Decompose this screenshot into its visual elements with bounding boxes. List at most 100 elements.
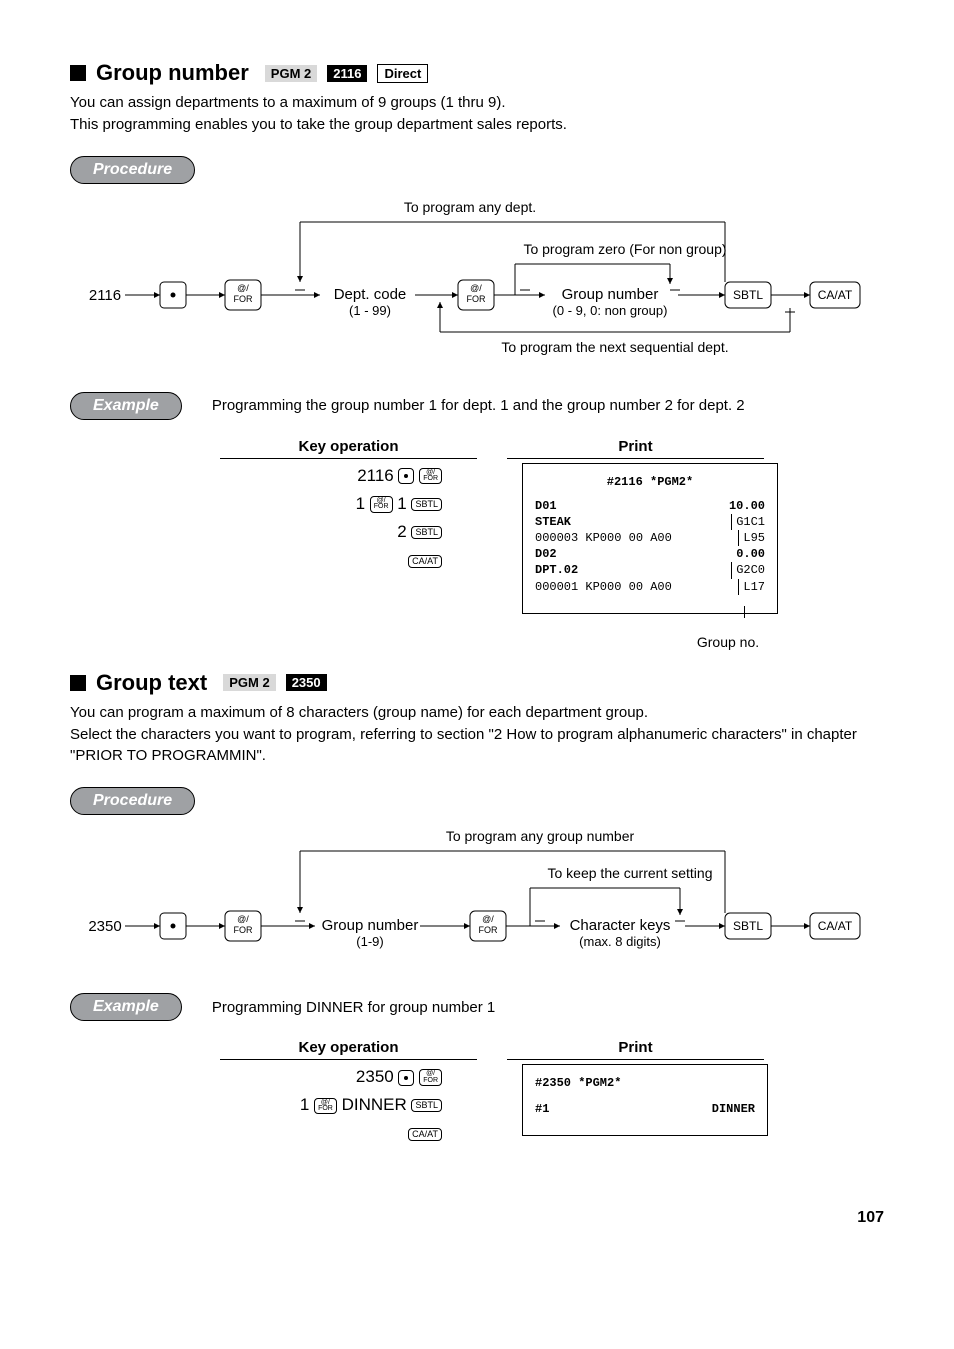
example-pill-2: Example [70, 993, 182, 1021]
receipt1-l2b: G1C1 [731, 514, 765, 530]
key-sbtl-icon: SBTL [411, 1099, 442, 1112]
print-head-2: Print [507, 1039, 764, 1060]
section2-title: Group text [96, 670, 207, 696]
keyop-head-1: Key operation [220, 438, 477, 459]
receipt1-l4a: D02 [535, 546, 557, 562]
flow1-label-any: To program any dept. [404, 199, 536, 215]
svg-text:@/: @/ [237, 283, 249, 293]
key-atfor-icon: @/FOR [419, 468, 442, 485]
flowchart-1: To program any dept. 2116 @/ FOR Dept. c… [70, 192, 890, 362]
receipt2-l2a: #1 [535, 1101, 549, 1117]
flow2-group-range: (1-9) [356, 934, 383, 949]
receipt1-l6b: L17 [738, 579, 765, 595]
receipt1-l1b: 10.00 [729, 498, 765, 514]
flow2-char-keys: Character keys [570, 917, 671, 934]
flow2-char-range: (max. 8 digits) [579, 934, 661, 949]
receipt1-header: #2116 *PGM2* [535, 474, 765, 490]
example-text-2: Programming DINNER for group number 1 [212, 999, 495, 1016]
svg-text:FOR: FOR [234, 294, 253, 304]
example-row-2: Example Programming DINNER for group num… [70, 993, 884, 1021]
flow2-group-num: Group number [322, 917, 419, 934]
print-col-2: #2350 *PGM2* #1 DINNER [512, 1064, 884, 1149]
print-head-1: Print [507, 438, 764, 459]
tag-pgm2: PGM 2 [223, 674, 275, 691]
section1-title: Group number [96, 60, 249, 86]
section2-body-line2: Select the characters you want to progra… [70, 724, 884, 768]
key-sbtl-icon: SBTL [411, 526, 442, 539]
receipt1-l4b: 0.00 [736, 546, 765, 562]
key-atfor-icon: @/FOR [419, 1069, 442, 1086]
keyop-head-2: Key operation [220, 1039, 477, 1060]
receipt1-l5a: DPT.02 [535, 562, 578, 578]
svg-text:FOR: FOR [479, 925, 498, 935]
print-col-1: #2116 *PGM2* D01 10.00 STEAK G1C1 000003 K… [512, 463, 884, 650]
receipt1-l6a: 000001 KP000 00 A00 [535, 579, 672, 595]
key-caat-icon: CA/AT [408, 555, 442, 568]
procedure-pill-2: Procedure [70, 787, 195, 815]
receipt1-l1a: D01 [535, 498, 557, 514]
flow1-dept-code: Dept. code [334, 286, 407, 303]
keyop1-r3: 2 [397, 522, 406, 541]
keyop1-r2a: 1 [356, 494, 365, 513]
group-no-label: Group no. [572, 634, 884, 650]
example-pill-1: Example [70, 392, 182, 420]
bullet-square-icon [70, 675, 86, 691]
example-row-1: Example Programming the group number 1 f… [70, 392, 884, 420]
svg-text:@/: @/ [237, 914, 249, 924]
key-sbtl-icon: SBTL [411, 498, 442, 511]
flow2-caat: CA/AT [818, 919, 853, 933]
keyop1-r1-num: 2116 [357, 466, 394, 485]
key-operation-1: 2116 @/FOR 1 @/FOR 1 SBTL 2 SBTL CA/AT [70, 463, 472, 650]
flow1-input-code: 2116 [89, 287, 121, 304]
section2-body-line1: You can program a maximum of 8 character… [70, 702, 884, 724]
flow1-sbtl: SBTL [733, 288, 763, 302]
flow1-caat: CA/AT [818, 288, 853, 302]
section2-head: Group text PGM 2 2350 [70, 670, 884, 696]
receipt2-l2b: DINNER [712, 1101, 755, 1117]
flow1-label-next: To program the next sequential dept. [501, 339, 728, 355]
tag-2350: 2350 [286, 674, 327, 691]
key-caat-icon: CA/AT [408, 1128, 442, 1141]
two-col-head-2: Key operation Print [70, 1039, 884, 1060]
section1-body: You can assign departments to a maximum … [70, 92, 884, 136]
receipt-2: #2350 *PGM2* #1 DINNER [522, 1064, 768, 1136]
key-atfor-icon: @/FOR [370, 496, 393, 513]
section1-body-line1: You can assign departments to a maximum … [70, 92, 884, 114]
keyop2-r2a: 1 [300, 1095, 309, 1114]
tag-direct: Direct [377, 64, 428, 83]
keyop2-r1-num: 2350 [356, 1067, 394, 1086]
svg-text:FOR: FOR [467, 294, 486, 304]
svg-text:@/: @/ [470, 283, 482, 293]
section1-head: Group number PGM 2 2116 Direct [70, 60, 884, 86]
two-col-body-2: 2350 @/FOR 1 @/FOR DINNER SBTL CA/AT #23… [70, 1064, 884, 1149]
flow1-group-range: (0 - 9, 0: non group) [553, 303, 668, 318]
key-dot-icon [398, 468, 414, 484]
two-col-head-1: Key operation Print [70, 438, 884, 459]
flow2-sbtl: SBTL [733, 919, 763, 933]
receipt1-l3a: 000003 KP000 00 A00 [535, 530, 672, 546]
flow2-label-any: To program any group number [446, 828, 635, 844]
section1-body-line2: This programming enables you to take the… [70, 114, 884, 136]
flow2-label-keep: To keep the current setting [548, 865, 713, 881]
keyop2-r2b: DINNER [342, 1095, 407, 1114]
receipt1-l3b: L95 [738, 530, 765, 546]
procedure-pill-1: Procedure [70, 156, 195, 184]
tag-pgm2: PGM 2 [265, 65, 317, 82]
flow1-dept-range: (1 - 99) [349, 303, 391, 318]
flow1-group-num: Group number [562, 286, 659, 303]
flowchart-2: To program any group number 2350 @/ FOR … [70, 823, 890, 963]
section2-body: You can program a maximum of 8 character… [70, 702, 884, 767]
tag-2116: 2116 [327, 65, 367, 82]
receipt-1: #2116 *PGM2* D01 10.00 STEAK G1C1 000003 K… [522, 463, 778, 614]
svg-text:@/: @/ [482, 914, 494, 924]
flow1-label-zero: To program zero (For non group) [523, 241, 726, 257]
two-col-body-1: 2116 @/FOR 1 @/FOR 1 SBTL 2 SBTL CA/AT #… [70, 463, 884, 650]
receipt1-l5b: G2C0 [731, 562, 765, 578]
key-atfor-icon: @/FOR [314, 1098, 337, 1115]
page-number: 107 [70, 1209, 884, 1227]
key-dot-icon [398, 1070, 414, 1086]
svg-text:FOR: FOR [234, 925, 253, 935]
key-operation-2: 2350 @/FOR 1 @/FOR DINNER SBTL CA/AT [70, 1064, 472, 1149]
flow2-input-code: 2350 [88, 918, 121, 935]
receipt1-l2: STEAK [535, 514, 571, 530]
